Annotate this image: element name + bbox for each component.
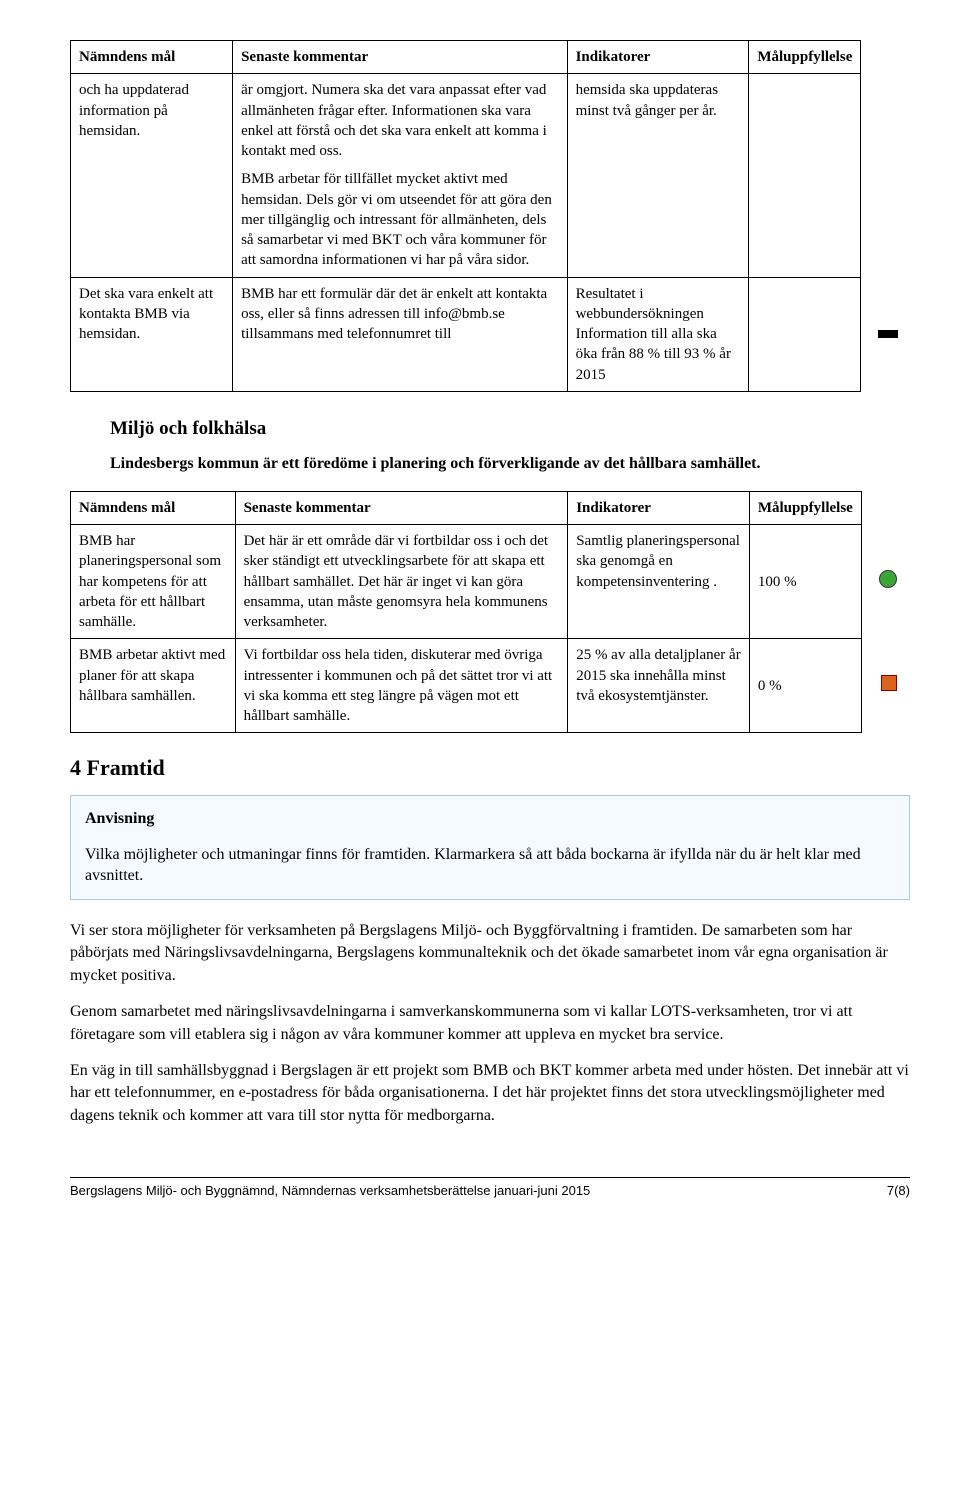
status-square-icon xyxy=(881,675,897,691)
page-footer: Bergslagens Miljö- och Byggnämnd, Nämnde… xyxy=(70,1177,910,1200)
th-mal: Nämndens mål xyxy=(71,491,236,524)
th-mup: Måluppfyllelse xyxy=(749,491,861,524)
cell-kom: är omgjort. Numera ska det vara anpassat… xyxy=(233,74,568,277)
cell-mup: 100 % xyxy=(749,525,861,639)
th-mup: Måluppfyllelse xyxy=(749,41,861,74)
cell-mup xyxy=(749,74,861,277)
section-subheading: Miljö och folkhälsa xyxy=(110,416,910,442)
cell-dot xyxy=(861,525,909,639)
cell-ind: Samtlig planeringspersonal ska genomgå e… xyxy=(568,525,750,639)
cell-dot xyxy=(861,639,909,733)
cell-ind: 25 % av alla detaljplaner år 2015 ska in… xyxy=(568,639,750,733)
instruction-box: Anvisning Vilka möjligheter och utmaning… xyxy=(70,795,910,900)
th-dot xyxy=(861,41,910,74)
section-heading: 4 Framtid xyxy=(70,753,910,783)
cell-mup: 0 % xyxy=(749,639,861,733)
table-row: BMB arbetar aktivt med planer för att sk… xyxy=(71,639,910,733)
footer-left: Bergslagens Miljö- och Byggnämnd, Nämnde… xyxy=(70,1182,590,1200)
cell-kom: Vi fortbildar oss hela tiden, diskuterar… xyxy=(235,639,568,733)
cell-dot xyxy=(861,74,910,277)
status-bar-icon xyxy=(878,330,898,338)
status-dot-icon xyxy=(879,570,897,588)
th-kom: Senaste kommentar xyxy=(233,41,568,74)
cell-kom-p2: BMB arbetar för tillfället mycket aktivt… xyxy=(241,169,559,270)
table-row: och ha uppdaterad information på hemsida… xyxy=(71,74,910,277)
cell-ind: Resultatet i webbundersökningen Informat… xyxy=(567,277,749,391)
body-paragraph: Vi ser stora möjligheter för verksamhete… xyxy=(70,920,910,987)
cell-mup xyxy=(749,277,861,391)
cell-kom: Det här är ett område där vi fortbildar … xyxy=(235,525,568,639)
table-header-row: Nämndens mål Senaste kommentar Indikator… xyxy=(71,41,910,74)
cell-mal: BMB arbetar aktivt med planer för att sk… xyxy=(71,639,236,733)
cell-ind: hemsida ska uppdateras minst två gånger … xyxy=(567,74,749,277)
th-mal: Nämndens mål xyxy=(71,41,233,74)
goals-table-2: Nämndens mål Senaste kommentar Indikator… xyxy=(70,491,910,734)
footer-right: 7(8) xyxy=(887,1182,910,1200)
instruction-text: Vilka möjligheter och utmaningar finns f… xyxy=(85,844,895,887)
th-dot xyxy=(861,491,909,524)
th-ind: Indikatorer xyxy=(567,41,749,74)
cell-kom: BMB har ett formulär där det är enkelt a… xyxy=(233,277,568,391)
body-paragraph: Genom samarbetet med näringslivsavdelnin… xyxy=(70,1001,910,1046)
table-row: BMB har planeringspersonal som har kompe… xyxy=(71,525,910,639)
th-kom: Senaste kommentar xyxy=(235,491,568,524)
body-paragraph: En väg in till samhällsbyggnad i Bergsla… xyxy=(70,1060,910,1127)
table-header-row: Nämndens mål Senaste kommentar Indikator… xyxy=(71,491,910,524)
table-row: Det ska vara enkelt att kontakta BMB via… xyxy=(71,277,910,391)
cell-dot xyxy=(861,277,910,391)
cell-mal: Det ska vara enkelt att kontakta BMB via… xyxy=(71,277,233,391)
cell-mal: och ha uppdaterad information på hemsida… xyxy=(71,74,233,277)
instruction-title: Anvisning xyxy=(85,808,895,830)
goals-table-1: Nämndens mål Senaste kommentar Indikator… xyxy=(70,40,910,392)
cell-mal: BMB har planeringspersonal som har kompe… xyxy=(71,525,236,639)
th-ind: Indikatorer xyxy=(568,491,750,524)
cell-kom-p1: är omgjort. Numera ska det vara anpassat… xyxy=(241,80,559,161)
section-intro: Lindesbergs kommun är ett föredöme i pla… xyxy=(110,453,910,475)
